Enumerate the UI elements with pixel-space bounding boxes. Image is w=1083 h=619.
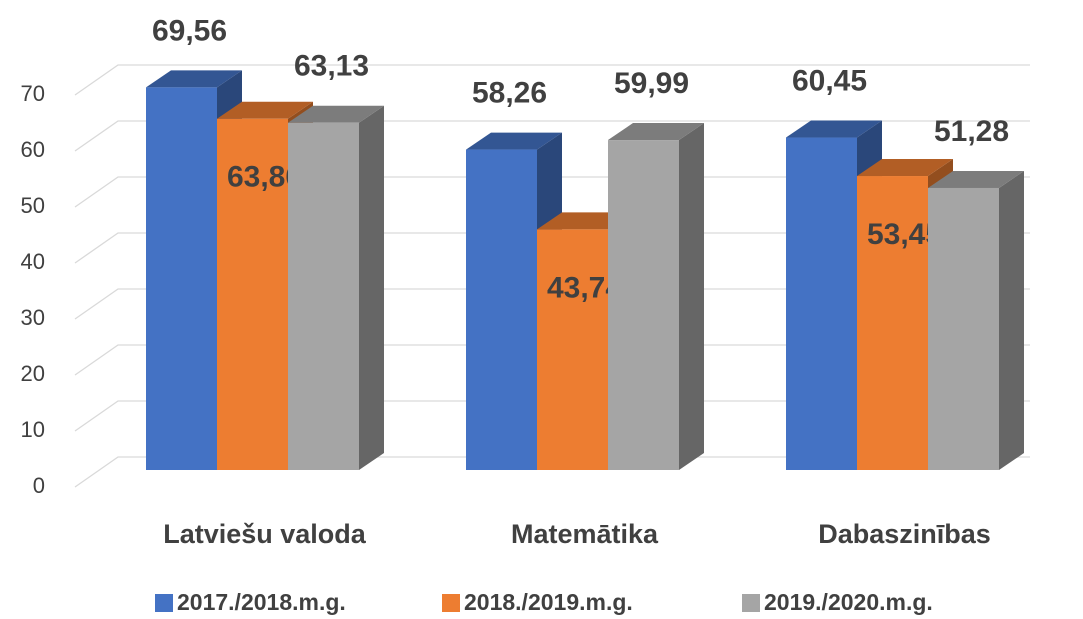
y-tick-label: 70 <box>21 81 45 106</box>
grid-line <box>74 64 1030 96</box>
bar-top <box>146 70 242 88</box>
value-label: 59,99 <box>614 67 689 100</box>
bar <box>288 122 359 470</box>
value-label: 51,28 <box>934 115 1009 148</box>
y-tick-label: 40 <box>21 249 45 274</box>
bar <box>857 176 928 470</box>
bar <box>786 137 857 470</box>
grid-line <box>74 176 1030 208</box>
y-tick-label: 0 <box>33 473 45 498</box>
x-tick-label: Dabaszinības <box>818 519 991 549</box>
bar <box>466 149 537 470</box>
bar-top <box>288 105 384 123</box>
grid-line <box>74 400 1030 432</box>
value-label: 69,56 <box>152 14 227 47</box>
grid-line <box>74 288 1030 320</box>
bar-top <box>608 123 704 141</box>
legend-swatch <box>442 594 460 612</box>
legend-swatch <box>742 594 760 612</box>
bar-top <box>466 132 562 150</box>
x-tick-label: Latviešu valoda <box>163 519 367 549</box>
y-tick-label: 50 <box>21 193 45 218</box>
grid-line <box>74 232 1030 264</box>
bar <box>928 187 999 470</box>
bar-top <box>857 159 953 177</box>
y-tick-label: 60 <box>21 137 45 162</box>
value-label: 63,13 <box>294 50 369 83</box>
y-tick-label: 30 <box>21 305 45 330</box>
bar <box>537 229 608 470</box>
bar-top <box>786 120 882 138</box>
legend-label: 2017./2018.m.g. <box>177 589 346 615</box>
bar-side <box>679 123 704 471</box>
bar-top <box>928 170 1024 188</box>
grid-line <box>74 120 1030 152</box>
legend-label: 2019./2020.m.g. <box>764 589 933 615</box>
y-tick-label: 20 <box>21 361 45 386</box>
bar-top <box>217 101 313 119</box>
y-tick-label: 10 <box>21 417 45 442</box>
bar <box>146 87 217 471</box>
value-label: 58,26 <box>472 76 547 109</box>
grid-line <box>74 456 1030 488</box>
bar <box>608 140 679 470</box>
x-tick-label: Matemātika <box>511 519 659 549</box>
bar-side <box>999 170 1024 470</box>
grid-line <box>74 344 1030 376</box>
value-label: 60,45 <box>792 64 867 97</box>
bar <box>217 118 288 471</box>
bar-side <box>359 105 384 470</box>
legend-label: 2018./2019.m.g. <box>464 589 633 615</box>
legend-swatch <box>155 594 173 612</box>
